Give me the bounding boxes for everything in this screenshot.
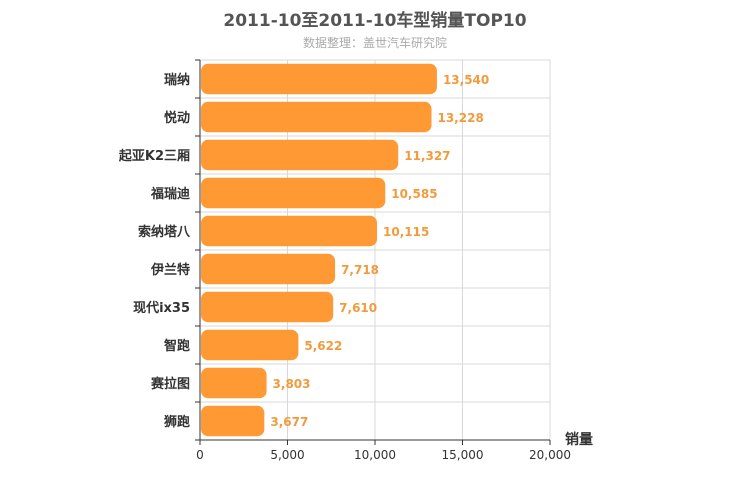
category-label: 福瑞迪	[150, 186, 190, 202]
category-label: 智跑	[164, 338, 190, 354]
x-tick-label: 15,000	[442, 448, 484, 462]
x-tick-label: 10,000	[354, 448, 396, 462]
data-label: 5,622	[304, 339, 342, 353]
data-label: 11,327	[404, 149, 450, 163]
data-label: 7,610	[339, 301, 377, 315]
bar	[201, 405, 265, 437]
x-tick-label: 20,000	[529, 448, 571, 462]
chart-subtitle: 数据整理：盖世汽车研究院	[302, 36, 447, 50]
data-label: 10,585	[391, 187, 437, 201]
data-label: 3,803	[273, 377, 311, 391]
data-label: 13,228	[437, 111, 483, 125]
category-label: 瑞纳	[164, 72, 190, 88]
category-label: 赛拉图	[150, 376, 190, 392]
bar	[201, 253, 336, 285]
bar	[201, 367, 267, 399]
category-label: 狮跑	[163, 414, 190, 430]
x-tick-label: 5,000	[270, 448, 304, 462]
category-label: 伊兰特	[150, 262, 190, 278]
data-label: 13,540	[443, 73, 489, 87]
bar	[201, 329, 299, 361]
category-label: 悦动	[164, 110, 190, 126]
bar	[201, 101, 432, 133]
x-axis-label: 销量	[565, 431, 593, 448]
x-tick-label: 0	[196, 448, 204, 462]
bar	[201, 177, 386, 209]
bar	[201, 139, 399, 171]
data-label: 10,115	[383, 225, 429, 239]
data-label: 7,718	[341, 263, 379, 277]
data-label: 3,677	[270, 415, 308, 429]
category-label: 索纳塔八	[138, 224, 191, 240]
bar	[201, 63, 437, 95]
bar	[201, 291, 334, 323]
category-label: 起亚K2三厢	[118, 148, 190, 164]
bar	[201, 215, 378, 247]
category-label: 现代ix35	[133, 300, 190, 316]
chart-title: 2011-10至2011-10车型销量TOP10	[223, 11, 527, 31]
